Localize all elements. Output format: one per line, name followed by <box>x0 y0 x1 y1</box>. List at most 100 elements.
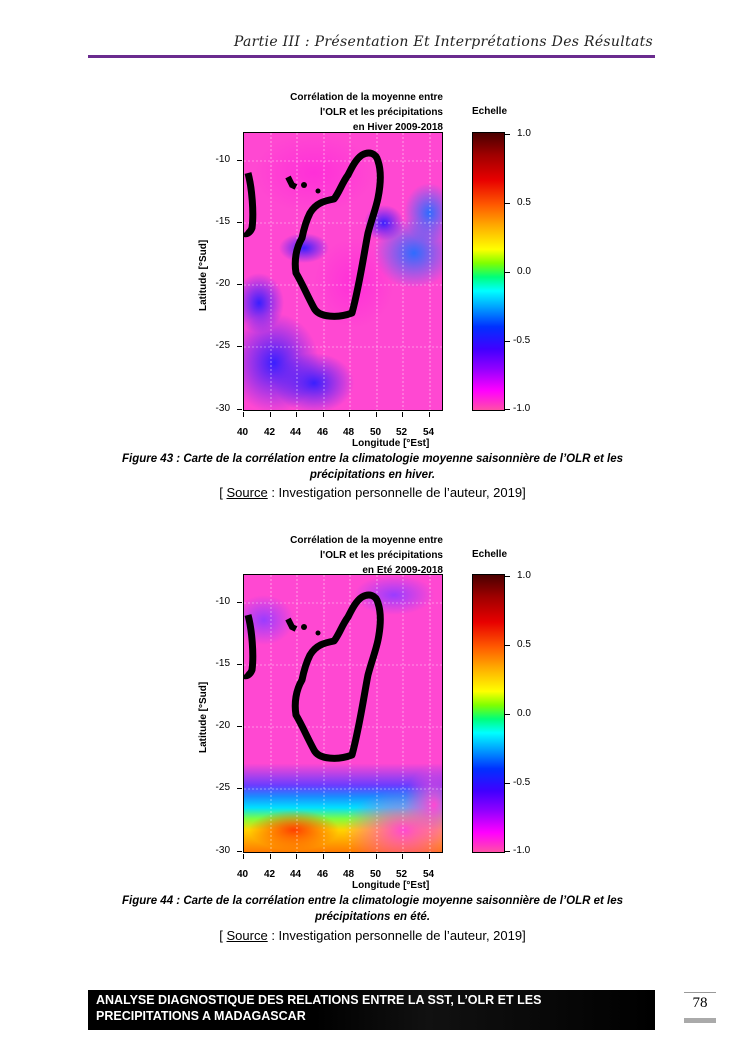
x-tick <box>270 412 271 417</box>
colorbar-label: 0.5 <box>517 639 531 650</box>
colorbar-tick <box>505 714 510 715</box>
x-tick-label: 52 <box>396 869 408 880</box>
colorbar-label: -0.5 <box>513 777 531 788</box>
colorbar-tick <box>505 576 510 577</box>
map-title: Corrélation de la moyenne entre l'OLR et… <box>247 90 443 135</box>
x-tick-label: 44 <box>290 869 302 880</box>
y-axis-title: Latitude [°Sud] <box>198 681 209 753</box>
footer-bar <box>88 990 655 1030</box>
colorbar-label: 1.0 <box>517 570 531 581</box>
x-tick-label: 40 <box>237 427 249 438</box>
y-tick-label: -20 <box>215 278 230 289</box>
correlation-map <box>243 574 443 853</box>
figure-source: [ Source : Investigation personnelle de … <box>219 485 526 500</box>
source-label: Source <box>226 928 268 943</box>
x-tick-label: 50 <box>370 869 382 880</box>
colorbar-tick <box>505 851 510 852</box>
x-tick <box>376 854 377 859</box>
y-tick-label: -20 <box>215 720 230 731</box>
colorbar-tick <box>505 341 510 342</box>
colorbar-label: 0.5 <box>517 197 531 208</box>
x-tick <box>243 854 244 859</box>
y-tick-label: -30 <box>215 403 230 414</box>
map-title-line: Corrélation de la moyenne entre <box>290 92 443 103</box>
x-tick-label: 42 <box>264 869 276 880</box>
figure-44: Corrélation de la moyenne entre l'OLR et… <box>195 531 535 901</box>
header-rule <box>88 55 655 58</box>
x-tick <box>296 412 297 417</box>
colorbar-tick <box>505 409 510 410</box>
page-number: 78 <box>692 995 708 1011</box>
x-tick <box>349 854 350 859</box>
x-tick-label: 42 <box>264 427 276 438</box>
x-tick <box>429 854 430 859</box>
x-tick <box>270 854 271 859</box>
y-tick <box>237 788 242 789</box>
map-title-line: l'OLR et les précipitations <box>320 550 443 561</box>
y-tick-label: -25 <box>215 340 230 351</box>
map-heatmap <box>244 133 442 410</box>
figure-43: Corrélation de la moyenne entre l'OLR et… <box>195 88 535 458</box>
colorbar-tick <box>505 134 510 135</box>
figure-source: [ Source : Investigation personnelle de … <box>219 928 526 943</box>
x-tick-label: 40 <box>237 869 249 880</box>
colorbar-label: -1.0 <box>513 403 531 414</box>
x-tick <box>243 412 244 417</box>
page-header-title: Partie III : Présentation Et Interprétat… <box>233 34 653 50</box>
colorbar-label: 0.0 <box>517 266 531 277</box>
colorbar-tick <box>505 783 510 784</box>
x-tick <box>349 412 350 417</box>
colorbar <box>472 574 505 853</box>
y-tick <box>237 726 242 727</box>
map-title: Corrélation de la moyenne entre l'OLR et… <box>247 533 443 578</box>
scale-title: Echelle <box>472 549 508 560</box>
x-axis-title: Longitude [°Est] <box>352 880 430 891</box>
map-title-line: l'OLR et les précipitations <box>320 107 443 118</box>
y-tick <box>237 222 242 223</box>
y-tick <box>237 851 242 852</box>
y-tick-label: -30 <box>215 845 230 856</box>
x-tick <box>402 854 403 859</box>
y-tick <box>237 346 242 347</box>
x-tick <box>376 412 377 417</box>
x-tick-label: 54 <box>423 869 435 880</box>
scale-title: Echelle <box>472 106 508 117</box>
x-tick <box>402 412 403 417</box>
colorbar-label: -0.5 <box>513 335 531 346</box>
map-title-line: Corrélation de la moyenne entre <box>290 535 443 546</box>
y-axis-title: Latitude [°Sud] <box>198 239 209 311</box>
footer-title-line: ANALYSE DIAGNOSTIQUE DES RELATIONS ENTRE… <box>96 993 542 1007</box>
page-number-underline <box>684 1018 716 1023</box>
y-tick-label: -15 <box>215 216 230 227</box>
footer-title: ANALYSE DIAGNOSTIQUE DES RELATIONS ENTRE… <box>96 992 646 1024</box>
x-tick-label: 46 <box>317 427 329 438</box>
page-number-box <box>684 992 716 1021</box>
x-axis-title: Longitude [°Est] <box>352 438 430 449</box>
x-tick-label: 54 <box>423 427 435 438</box>
y-tick <box>237 160 242 161</box>
x-tick-label: 52 <box>396 427 408 438</box>
map-heatmap <box>244 575 442 852</box>
y-tick-label: -25 <box>215 782 230 793</box>
x-tick-label: 46 <box>317 869 329 880</box>
colorbar <box>472 132 505 411</box>
x-tick-label: 48 <box>343 869 355 880</box>
y-tick-label: -10 <box>215 596 230 607</box>
x-tick <box>323 854 324 859</box>
colorbar-label: 1.0 <box>517 128 531 139</box>
colorbar-tick <box>505 272 510 273</box>
x-tick <box>296 854 297 859</box>
y-tick-label: -15 <box>215 658 230 669</box>
figure-caption: Figure 44 : Carte de la corrélation entr… <box>121 895 624 923</box>
colorbar-tick <box>505 203 510 204</box>
x-tick <box>323 412 324 417</box>
map-title-line: en Hiver 2009-2018 <box>352 122 443 133</box>
y-tick <box>237 664 242 665</box>
colorbar-label: 0.0 <box>517 708 531 719</box>
map-title-line: en Eté 2009-2018 <box>362 565 443 576</box>
figure-caption: Figure 43 : Carte de la corrélation entr… <box>121 453 624 481</box>
y-tick <box>237 284 242 285</box>
y-tick <box>237 409 242 410</box>
colorbar-tick <box>505 645 510 646</box>
x-tick <box>429 412 430 417</box>
